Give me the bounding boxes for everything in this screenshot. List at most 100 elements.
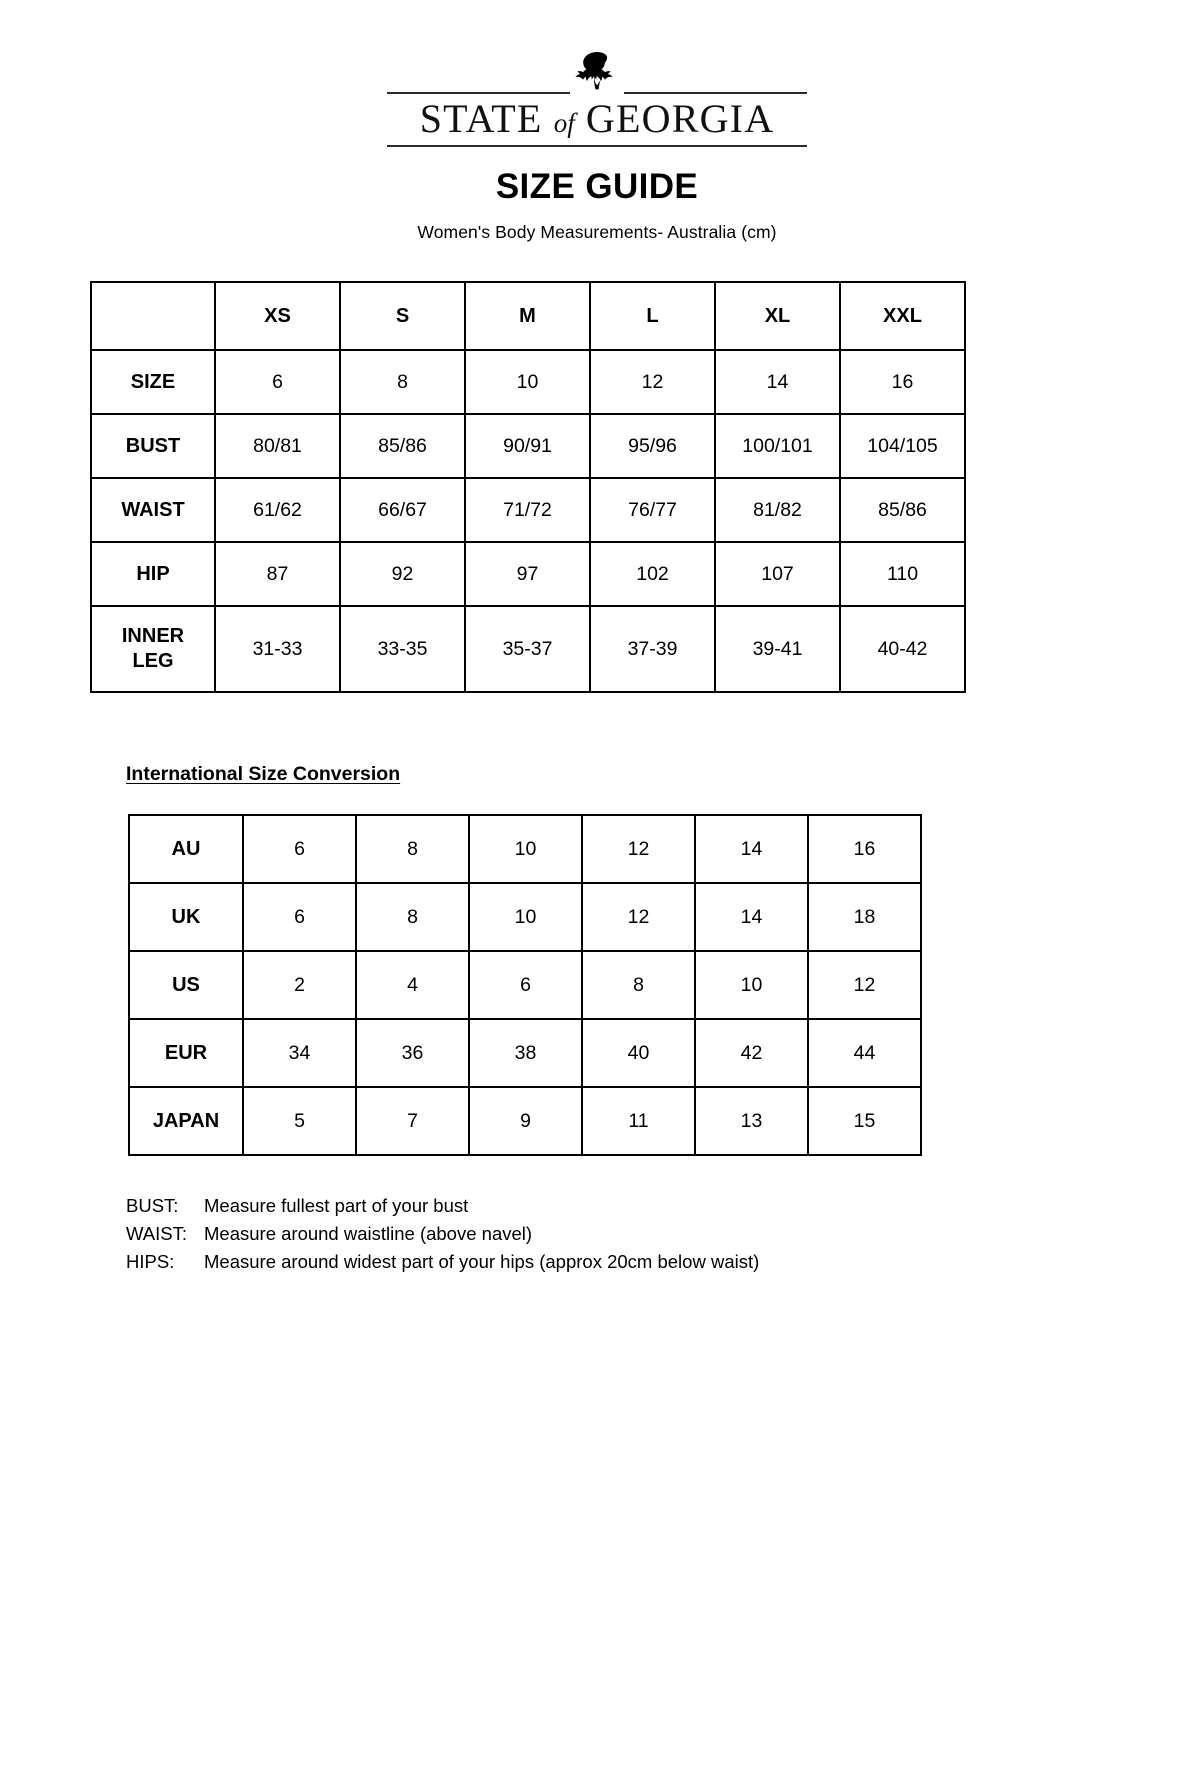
cell-innerleg-l: 37-39 [589,605,716,694]
cell-size-xxl: 16 [839,349,966,416]
cell-au-1: 6 [242,814,357,885]
logo-top-rule [387,92,807,94]
cell-eur-6: 44 [807,1018,922,1089]
cell-eur-1: 34 [242,1018,357,1089]
cell-bust-xxl: 104/105 [839,413,966,480]
table-row: SIZE 6 8 10 12 14 16 [90,349,966,416]
cell-waist-m: 71/72 [464,477,591,544]
note-waist-label: WAIST: [126,1223,187,1245]
cell-innerleg-xl: 39-41 [714,605,841,694]
logo-rule-right [624,92,807,94]
cell-au-4: 12 [581,814,696,885]
cell-bust-xl: 100/101 [714,413,841,480]
size-guide-page: STATE of GEORGIA SIZE GUIDE Women's Body… [90,0,1194,1276]
cell-bust-l: 95/96 [589,413,716,480]
table-row: JAPAN 5 7 9 11 13 15 [128,1086,922,1157]
row-header-uk: UK [128,882,244,953]
cell-bust-s: 85/86 [339,413,466,480]
cell-uk-4: 12 [581,882,696,953]
cell-japan-1: 5 [242,1086,357,1157]
table-row: AU 6 8 10 12 14 16 [128,814,922,885]
row-header-waist: WAIST [90,477,216,544]
cell-uk-2: 8 [355,882,470,953]
cell-au-6: 16 [807,814,922,885]
brand-logo: STATE of GEORGIA [387,0,807,148]
table-row: BUST 80/81 85/86 90/91 95/96 100/101 104… [90,413,966,480]
cell-waist-s: 66/67 [339,477,466,544]
cell-us-2: 4 [355,950,470,1021]
international-conversion-table: AU 6 8 10 12 14 16 UK 6 8 10 12 14 18 US… [128,814,922,1157]
row-header-bust: BUST [90,413,216,480]
cell-eur-4: 40 [581,1018,696,1089]
row-header-inner-leg-line2: LEG [132,650,174,673]
cell-us-6: 12 [807,950,922,1021]
row-header-inner-leg-line1: INNER [121,624,185,647]
note-bust-label: BUST: [126,1195,179,1217]
note-hips-label: HIPS: [126,1251,175,1273]
measuring-notes: BUST: Measure fullest part of your bust … [126,1192,1194,1276]
logo-rule-gap [570,92,624,94]
cell-uk-1: 6 [242,882,357,953]
cell-size-l: 12 [589,349,716,416]
table-row: US 2 4 6 8 10 12 [128,950,922,1021]
brand-word-state: STATE [419,96,543,141]
cell-waist-xs: 61/62 [214,477,341,544]
column-header-xl: XL [714,281,841,352]
note-waist: WAIST: Measure around waistline (above n… [126,1220,1194,1248]
cell-japan-5: 13 [694,1086,809,1157]
logo-bottom-rule [387,145,807,148]
cell-us-4: 8 [581,950,696,1021]
note-waist-text: Measure around waistline (above navel) [204,1223,533,1245]
cell-innerleg-xxl: 40-42 [839,605,966,694]
cell-hip-m: 97 [464,541,591,608]
cell-eur-3: 38 [468,1018,583,1089]
row-header-us: US [128,950,244,1021]
cell-size-s: 8 [339,349,466,416]
cell-size-xl: 14 [714,349,841,416]
tree-emblem-icon [575,52,613,90]
cell-waist-xl: 81/82 [714,477,841,544]
cell-uk-5: 14 [694,882,809,953]
cell-bust-m: 90/91 [464,413,591,480]
cell-waist-xxl: 85/86 [839,477,966,544]
note-bust: BUST: Measure fullest part of your bust [126,1192,1194,1220]
cell-au-2: 8 [355,814,470,885]
table-row: HIP 87 92 97 102 107 110 [90,541,966,608]
column-header-s: S [339,281,466,352]
cell-hip-xl: 107 [714,541,841,608]
cell-size-xs: 6 [214,349,341,416]
row-header-size: SIZE [90,349,216,416]
page-subtitle: Women's Body Measurements- Australia (cm… [417,222,777,243]
cell-japan-6: 15 [807,1086,922,1157]
brand-word-georgia: GEORGIA [585,96,775,141]
table-row: UK 6 8 10 12 14 18 [128,882,922,953]
cell-uk-6: 18 [807,882,922,953]
cell-eur-2: 36 [355,1018,470,1089]
cell-us-1: 2 [242,950,357,1021]
row-header-inner-leg: INNER LEG [90,605,216,694]
cell-bust-xs: 80/81 [214,413,341,480]
brand-word-of: of [553,108,575,138]
table-row: WAIST 61/62 66/67 71/72 76/77 81/82 85/8… [90,477,966,544]
cell-hip-s: 92 [339,541,466,608]
row-header-au: AU [128,814,244,885]
note-hips-text: Measure around widest part of your hips … [204,1251,760,1273]
cell-au-5: 14 [694,814,809,885]
row-header-eur: EUR [128,1018,244,1089]
page-title: SIZE GUIDE [495,167,699,207]
cell-size-m: 10 [464,349,591,416]
cell-hip-xs: 87 [214,541,341,608]
cell-us-3: 6 [468,950,583,1021]
note-hips: HIPS: Measure around widest part of your… [126,1248,1194,1276]
cell-hip-l: 102 [589,541,716,608]
cell-innerleg-xs: 31-33 [214,605,341,694]
table-row: EUR 34 36 38 40 42 44 [128,1018,922,1089]
cell-us-5: 10 [694,950,809,1021]
column-header-xxl: XXL [839,281,966,352]
column-header-m: M [464,281,591,352]
cell-innerleg-s: 33-35 [339,605,466,694]
cell-eur-5: 42 [694,1018,809,1089]
cell-au-3: 10 [468,814,583,885]
cell-japan-3: 9 [468,1086,583,1157]
note-bust-text: Measure fullest part of your bust [204,1195,469,1217]
